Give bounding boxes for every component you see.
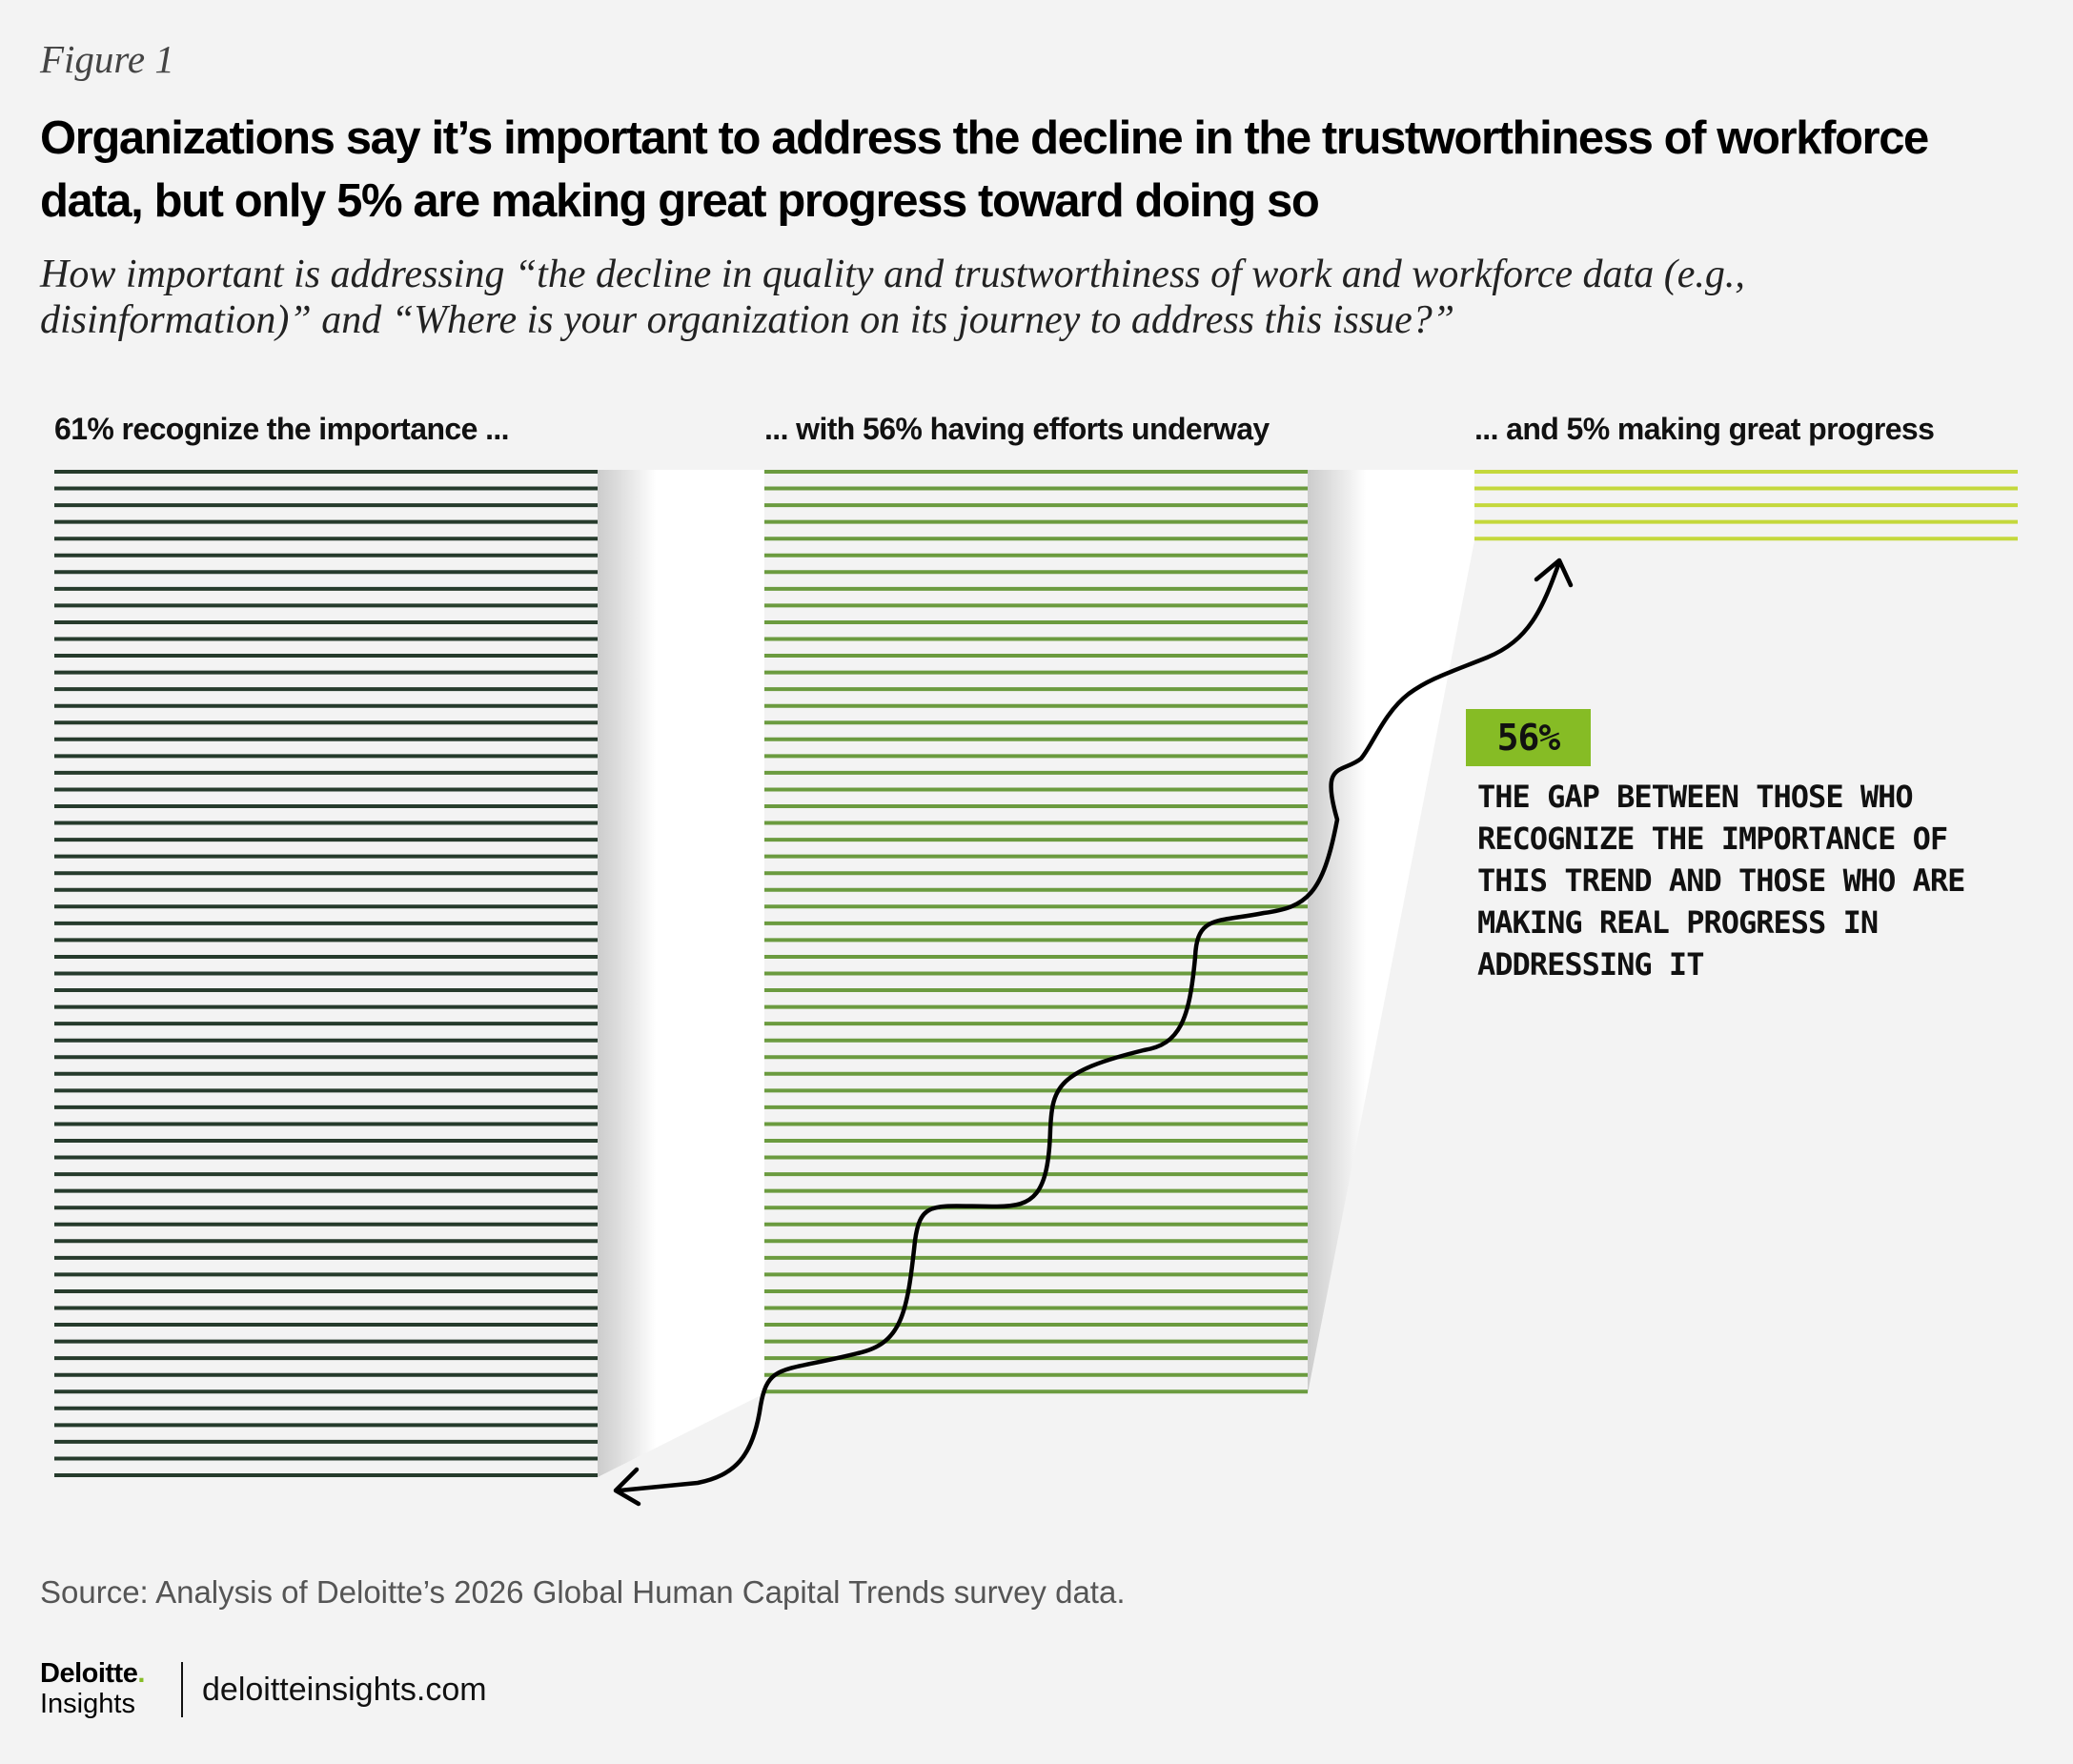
gap-arrow-line <box>617 559 1562 1493</box>
footer-url[interactable]: deloitteinsights.com <box>202 1672 487 1708</box>
gap-arrowhead-top <box>1534 558 1574 588</box>
gap-arrowhead-bottom <box>613 1467 641 1507</box>
source-note: Source: Analysis of Deloitte’s 2026 Glob… <box>40 1574 1126 1610</box>
brand-logo: Deloitte. <box>40 1658 145 1690</box>
bar-column-3 <box>1474 470 2018 541</box>
gap-annotation-text: The gap between those who recognize the … <box>1477 779 1965 983</box>
brand-dot: . <box>137 1658 145 1689</box>
chart-title: Organizations say it’s important to addr… <box>40 112 1929 227</box>
connector-band-2 <box>1308 470 1474 1394</box>
category-label-underway: ... with 56% having efforts underway <box>764 412 1270 446</box>
footer-divider <box>181 1662 183 1717</box>
brand-name: Deloitte <box>40 1658 138 1689</box>
bar-column-1 <box>54 470 598 1477</box>
category-label-progress: ... and 5% making great progress <box>1474 412 1935 446</box>
category-label-recognize: 61% recognize the importance ... <box>54 412 510 446</box>
connector-band-1 <box>598 470 764 1477</box>
bar-column-2 <box>764 470 1308 1394</box>
chart-subtitle: How important is addressing “the decline… <box>40 253 1745 342</box>
gap-value-badge: 56% <box>1466 709 1591 766</box>
figure-label: Figure 1 <box>40 37 174 81</box>
brand-subname: Insights <box>40 1689 135 1719</box>
